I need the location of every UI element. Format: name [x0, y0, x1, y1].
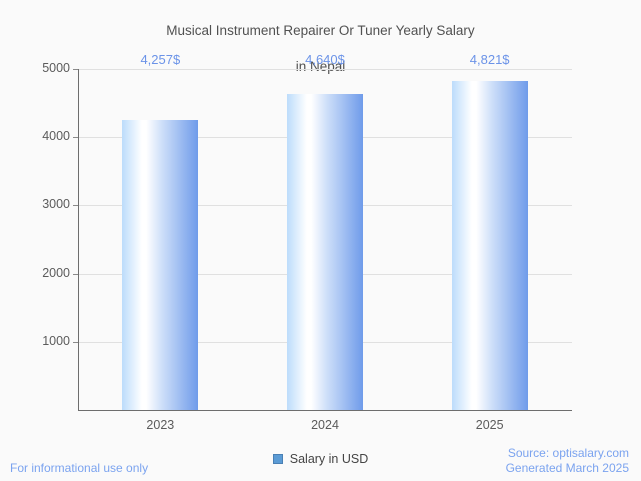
y-axis-label: 2000	[42, 265, 70, 280]
footer-source-block: Source: optisalary.com Generated March 2…	[506, 446, 629, 476]
bar-value-label: 4,257$	[140, 52, 181, 67]
y-axis-tick	[73, 69, 78, 70]
footer-disclaimer: For informational use only	[10, 461, 149, 475]
bar-2023[interactable]	[122, 119, 199, 410]
bar-value-label: 4,640$	[305, 52, 345, 67]
x-axis-label: 2025	[475, 418, 504, 432]
y-axis-tick	[73, 137, 78, 139]
bar-value-label: 4,821$	[469, 52, 510, 67]
y-axis-label: 4000	[42, 129, 70, 144]
y-axis-label: 1000	[42, 333, 70, 348]
legend-item-label: Salary in USD	[289, 452, 369, 466]
footer-generated: Generated March 2025	[505, 461, 629, 475]
footer-source: Source: optisalary.com	[507, 446, 629, 460]
y-axis-tick	[73, 273, 78, 275]
x-axis-line	[78, 410, 572, 411]
gridline	[78, 69, 572, 70]
bar-2025[interactable]	[451, 81, 528, 410]
y-axis-line	[78, 69, 79, 411]
chart-title-line-2: in Nepal	[295, 59, 346, 74]
x-axis-label: 2024	[311, 418, 339, 432]
y-axis-tick	[73, 341, 78, 343]
chart-title-line-1: Musical Instrument Repairer Or Tuner Yea…	[166, 23, 475, 38]
y-axis-label: 5000	[42, 61, 70, 75]
chart-title: Musical Instrument Repairer Or Tuner Yea…	[0, 4, 641, 76]
x-axis-label: 2023	[146, 418, 175, 432]
y-axis-label: 3000	[42, 197, 70, 212]
chart-legend: Salary in USD	[0, 452, 641, 466]
legend-swatch-icon	[272, 454, 283, 464]
bar-2024[interactable]	[287, 93, 363, 410]
y-axis-tick	[73, 205, 78, 207]
